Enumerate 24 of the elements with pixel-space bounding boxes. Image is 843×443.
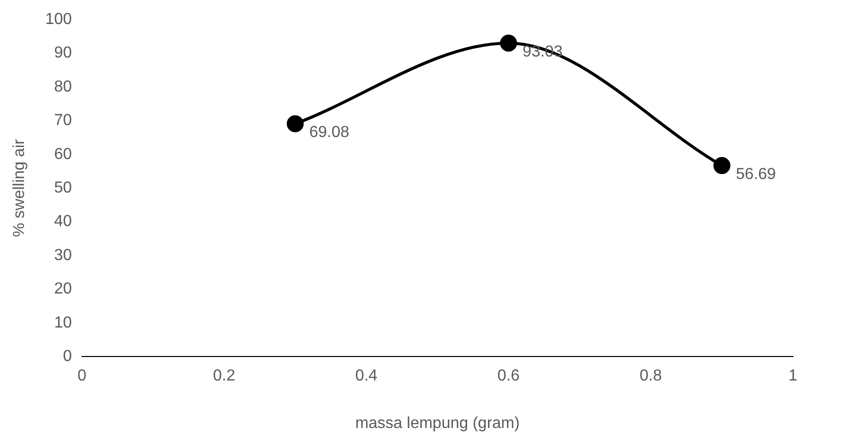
point bbox=[500, 34, 518, 52]
y-tick-label: 40 bbox=[54, 213, 72, 230]
y-axis-title: % swelling air bbox=[11, 138, 28, 238]
y-tick-label: 10 bbox=[54, 314, 72, 332]
x-tick-label: 0.2 bbox=[212, 368, 236, 385]
x-tick-label: 0.6 bbox=[497, 368, 520, 385]
data-label: 69.08 bbox=[309, 124, 350, 142]
point bbox=[713, 157, 730, 174]
y-tick-label: 50 bbox=[54, 180, 72, 197]
y-tick-label: 20 bbox=[54, 280, 72, 298]
point bbox=[286, 115, 304, 132]
data-label: 56.69 bbox=[736, 166, 776, 183]
y-tick-label: 30 bbox=[54, 246, 72, 264]
y-tick-label: 70 bbox=[54, 112, 72, 130]
y-tick-label: 90 bbox=[54, 44, 72, 62]
y-tick-label: 100 bbox=[45, 11, 72, 28]
x-tick-label: 0 bbox=[77, 368, 86, 385]
x-tick-label: 0.8 bbox=[640, 368, 662, 385]
y-tick-label: 80 bbox=[54, 78, 72, 96]
y-tick-label: 60 bbox=[54, 146, 72, 163]
x-tick-label: 0.4 bbox=[355, 368, 378, 385]
x-axis-title: massa lempung (gram) bbox=[355, 414, 520, 432]
x-tick-label: 1 bbox=[788, 368, 798, 385]
y-tick-label: 0 bbox=[62, 348, 72, 366]
